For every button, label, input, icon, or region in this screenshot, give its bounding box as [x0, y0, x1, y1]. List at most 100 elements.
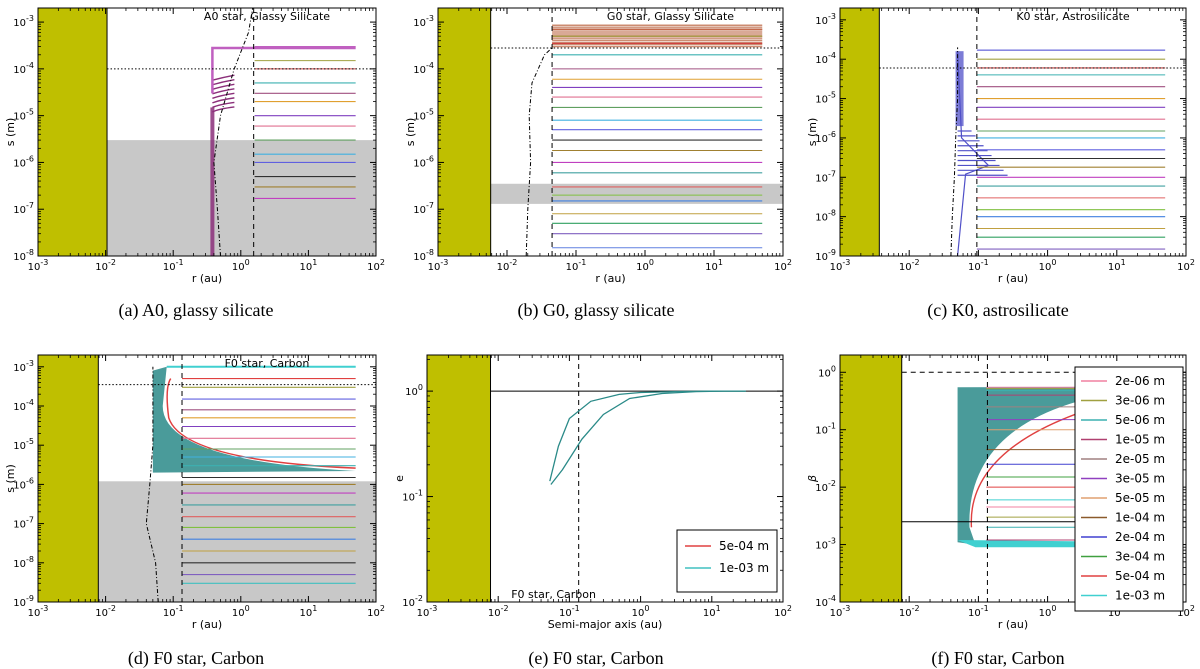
legend-label: 2e-05 m [1115, 452, 1165, 466]
x-tick-label: 10-1 [566, 258, 587, 273]
panel-c: 10-3 10-2 10-1 100 101 102 10-9 10-8 10-7 10-6 10-… [806, 7, 1195, 285]
x-tick-label: 10-1 [559, 604, 580, 619]
plot-background [438, 8, 783, 256]
panel-d: 10-3 10-2 10-1 100 101 102 10-9 10-8 10-7 10-6 10-… [4, 354, 385, 631]
x-tick-label: 10-3 [417, 604, 438, 619]
y-tick-label: 10-6 [815, 130, 836, 145]
y-tick-label: 10-2 [402, 594, 423, 609]
x-tick-label: 100 [632, 604, 650, 619]
legend-label: 5e-06 m [1115, 413, 1165, 427]
spiral-arm [212, 101, 235, 109]
y-axis-label: s (m) [4, 464, 17, 493]
y-tick-label: 10-5 [13, 108, 34, 123]
y-tick-label: 10-3 [13, 359, 34, 374]
star-region [840, 355, 902, 602]
x-axis-label: r (au) [192, 618, 222, 631]
spiral-arm [212, 88, 235, 95]
star-region [427, 355, 491, 602]
y-tick-label: 10-4 [13, 398, 34, 413]
y-tick-label: 10-3 [13, 14, 34, 29]
y-tick-label: 10-3 [815, 537, 836, 552]
plot-frame [437, 7, 784, 257]
x-tick-label: 101 [705, 258, 723, 273]
y-tick-label: 10-6 [13, 476, 34, 491]
y-axis-label: e [393, 475, 406, 482]
legend-label: 5e-04 m [719, 539, 769, 553]
y-tick-label: 10-8 [815, 209, 836, 224]
y-tick-label: 10-1 [402, 489, 423, 504]
x-tick-label: 10-3 [28, 604, 49, 619]
y-tick-label: 10-5 [413, 108, 434, 123]
blowout-region [490, 183, 783, 204]
large-grain-track [211, 46, 356, 94]
y-axis-label: s (m) [806, 118, 819, 147]
y-axis-label: s (m) [4, 118, 17, 147]
star-region [38, 355, 99, 602]
caption-b: (b) G0, glassy silicate [518, 300, 675, 321]
plot-frame [839, 7, 1187, 257]
x-tick-label: 100 [232, 604, 250, 619]
y-tick-label: 10-4 [13, 61, 34, 76]
y-axis-label: β [806, 475, 819, 483]
x-tick-label: 10-3 [428, 258, 449, 273]
panel-title: G0 star, Glassy Silicate [607, 10, 734, 23]
spiral-arm [212, 92, 235, 100]
x-axis-label: Semi-major axis (au) [548, 618, 663, 631]
spiral-band-fill [955, 51, 964, 127]
y-tick-label: 10-7 [13, 201, 34, 216]
y-tick-label: 10-3 [413, 14, 434, 29]
x-tick-label: 102 [367, 604, 385, 619]
x-tick-label: 101 [299, 604, 317, 619]
x-axis-label: r (au) [998, 272, 1028, 285]
x-tick-label: 10-2 [497, 258, 518, 273]
dust-boundary-curve [525, 47, 553, 257]
y-tick-label: 100 [405, 383, 423, 398]
x-tick-label: 10-1 [163, 258, 184, 273]
blowout-region [98, 481, 376, 602]
x-tick-label: 101 [299, 258, 317, 273]
panel-title: F0 star, Carbon [225, 357, 310, 370]
x-tick-label: 10-2 [488, 604, 509, 619]
caption-a: (a) A0, glassy silicate [119, 300, 274, 321]
y-tick-label: 10-9 [13, 594, 34, 609]
x-tick-label: 100 [1039, 604, 1057, 619]
caption-f: (f) F0 star, Carbon [931, 648, 1064, 669]
x-tick-label: 102 [367, 258, 385, 273]
y-tick-label: 10-2 [815, 479, 836, 494]
caption-e: (e) F0 star, Carbon [528, 648, 663, 669]
legend-label: 1e-05 m [1115, 433, 1165, 447]
plot-frame [37, 354, 377, 603]
legend-label: 3e-06 m [1115, 394, 1165, 408]
x-tick-label: 102 [1177, 604, 1195, 619]
spiral-arm [212, 106, 235, 113]
legend-label: 1e-03 m [719, 561, 769, 575]
y-tick-label: 10-7 [413, 201, 434, 216]
x-tick-label: 10-3 [28, 258, 49, 273]
y-tick-label: 10-6 [13, 154, 34, 169]
legend-label: 3e-04 m [1115, 550, 1165, 564]
x-axis-label: r (au) [998, 618, 1028, 631]
y-tick-label: 10-9 [815, 248, 836, 263]
y-tick-label: 10-7 [13, 516, 34, 531]
star-region [38, 8, 108, 256]
panel-e: 10-3 10-2 10-1 100 101 10210-210-1100Semi-maj… [393, 354, 792, 631]
legend-label: 1e-04 m [1115, 511, 1165, 525]
x-tick-label: 102 [774, 604, 792, 619]
x-tick-label: 10-2 [95, 258, 116, 273]
legend-label: 3e-05 m [1115, 472, 1165, 486]
star-region [438, 8, 491, 256]
spiral-band-fill [152, 366, 356, 473]
x-tick-label: 101 [1108, 258, 1126, 273]
panel-f: 10-310-210-110010110210-410-310-210-1100… [806, 354, 1195, 631]
y-tick-label: 10-4 [413, 61, 434, 76]
x-tick-label: 100 [636, 258, 654, 273]
x-tick-label: 10-1 [163, 604, 184, 619]
legend-label: 2e-06 m [1115, 374, 1165, 388]
star-region [840, 8, 880, 256]
x-tick-label: 10-2 [899, 604, 920, 619]
y-tick-label: 10-7 [815, 169, 836, 184]
y-tick-label: 10-6 [413, 154, 434, 169]
dust-boundary-curve [213, 7, 254, 257]
legend-label: 1e-03 m [1115, 589, 1165, 603]
